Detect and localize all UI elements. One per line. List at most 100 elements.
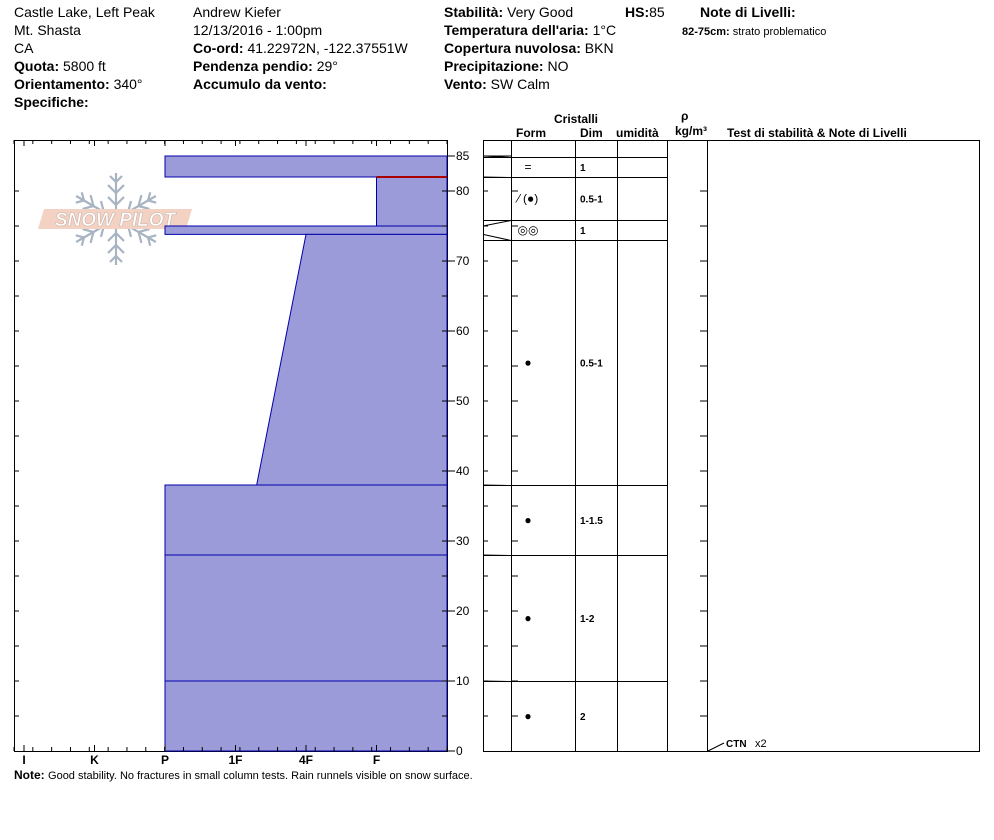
layer-note: 82-75cm: strato problematico	[682, 24, 826, 40]
elevation-value: 5800 ft	[63, 58, 106, 74]
air-temp-label: Temperatura dell'aria:	[444, 22, 589, 38]
row-form-0: =	[524, 160, 531, 174]
slope-value: 29°	[316, 58, 338, 74]
coord-label: Co-ord:	[193, 40, 244, 56]
row-form-2: ◎◎	[518, 223, 539, 237]
crystals-header: Cristalli	[554, 112, 599, 126]
aspect: Orientamento: 340°	[14, 76, 143, 92]
note-text: Good stability. No fractures in small co…	[48, 770, 473, 782]
location-name: Castle Lake, Left Peak	[14, 4, 155, 20]
hardness-label-1F: 1F	[228, 753, 242, 767]
depth-label-10: 10	[456, 674, 470, 688]
row-connector-4	[482, 484, 512, 486]
table-column-dividers	[511, 140, 708, 752]
snow-height: HS:85	[625, 4, 665, 20]
cloud-label: Copertura nuvolosa:	[444, 40, 581, 56]
depth-label-50: 50	[456, 394, 470, 408]
logo-banner	[38, 209, 192, 229]
test-result-marker: CTN x2	[707, 738, 767, 752]
hardness-label-P: P	[161, 753, 169, 767]
table-depth-ticks	[483, 190, 707, 717]
row-dim-3: 0.5-1	[580, 359, 603, 370]
layer-fill-1	[376, 176, 448, 227]
layer-fills	[164, 155, 448, 752]
note-label: Note:	[14, 768, 45, 782]
stability: Stabilità: Very Good	[444, 4, 573, 20]
cloud-cover: Copertura nuvolosa: BKN	[444, 40, 614, 56]
depth-label-60: 60	[456, 324, 470, 338]
row-form-6: ●	[524, 709, 531, 723]
row-form-3: ●	[524, 356, 531, 370]
rho-header: ρ	[681, 109, 689, 123]
aspect-label: Orientamento:	[14, 76, 110, 92]
hardness-label-I: I	[22, 753, 25, 767]
aspect-value: 340°	[113, 76, 143, 92]
depth-label-80: 80	[456, 184, 470, 198]
depth-label-0: 0	[456, 744, 463, 758]
row-dim-5: 1-2	[580, 614, 595, 625]
hardness-label-K: K	[90, 753, 99, 767]
slope-label: Pendenza pendio:	[193, 58, 313, 74]
depth-label-85: 85	[456, 149, 470, 163]
depth-axis: 0 10 20 30 40 50 60 70 80 85	[447, 149, 470, 758]
snow-pilot-logo: SNOW PILOT	[38, 173, 192, 267]
row-dim-2: 1	[580, 226, 586, 237]
table-rows: = 1 ⁄ (●) 0.5-1 ◎◎ 1 ● 0.5-1 ● 1-1.5 ● 1-2 ● 2	[482, 155, 667, 723]
layer-fill-0	[164, 155, 448, 178]
state-name: CA	[14, 40, 34, 56]
precipitation: Precipitazione: NO	[444, 58, 568, 74]
precip-label: Precipitazione:	[444, 58, 544, 74]
hardness-label-F: F	[373, 753, 380, 767]
row-dim-4: 1-1.5	[580, 516, 603, 527]
moisture-header: umidità	[616, 126, 659, 140]
dim-header: Dim	[580, 126, 603, 140]
row-connector-1	[482, 176, 512, 178]
wind: Vento: SW Calm	[444, 76, 550, 92]
elevation: Quota: 5800 ft	[14, 58, 106, 74]
row-form-1: ⁄ (●)	[515, 192, 539, 206]
layer-fill-3	[256, 233, 448, 486]
hs-label: HS:	[625, 4, 650, 20]
depth-label-70: 70	[456, 254, 470, 268]
wind-label: Vento:	[444, 76, 487, 92]
stability-label: Stabilità:	[444, 4, 504, 20]
row-dim-6: 2	[580, 712, 586, 723]
hardness-axis: I K P 1F 4F F	[22, 140, 380, 767]
hs-value: 85	[649, 4, 665, 20]
row-connector-3	[482, 233, 512, 241]
depth-label-20: 20	[456, 604, 470, 618]
depth-label-30: 30	[456, 534, 470, 548]
wind-value: SW Calm	[490, 76, 550, 92]
row-connector-2	[482, 220, 512, 227]
depth-label-40: 40	[456, 464, 470, 478]
layer-fill-6	[164, 680, 448, 752]
layer-fill-4	[164, 484, 448, 556]
layer-fill-2	[164, 225, 448, 235]
layer-notes-title: Note di Livelli:	[700, 4, 796, 20]
precip-value: NO	[547, 58, 569, 74]
test-result-label: CTN	[726, 739, 747, 750]
stability-value: Very Good	[507, 4, 574, 20]
crystal-table-frame	[483, 140, 980, 752]
tests-header: Test di stabilità & Note di Livelli	[727, 126, 907, 140]
row-connector-5	[482, 554, 512, 556]
logo-text: SNOW PILOT	[55, 210, 177, 231]
coordinates: Co-ord: 41.22972N, -122.37551W	[193, 40, 408, 56]
coord-value: 41.22972N, -122.37551W	[247, 40, 408, 56]
air-temp-value: 1°C	[592, 22, 617, 38]
slope-angle: Pendenza pendio: 29°	[193, 58, 338, 74]
observer-name: Andrew Kiefer	[193, 4, 281, 20]
observation-datetime: 12/13/2016 - 1:00pm	[193, 22, 323, 38]
range-name: Mt. Shasta	[14, 22, 81, 38]
specifics-label: Specifiche:	[14, 94, 89, 110]
test-pointer-line	[707, 742, 725, 752]
test-result-count: x2	[755, 738, 767, 750]
row-dim-1: 0.5-1	[580, 195, 603, 206]
wind-loading-label: Accumulo da vento:	[193, 76, 327, 92]
air-temperature: Temperatura dell'aria: 1°C	[444, 22, 616, 38]
form-header: Form	[516, 126, 546, 140]
density-unit-header: kg/m³	[675, 124, 708, 138]
row-dim-0: 1	[580, 163, 586, 174]
footer-note: Note: Good stability. No fractures in sm…	[14, 767, 473, 784]
